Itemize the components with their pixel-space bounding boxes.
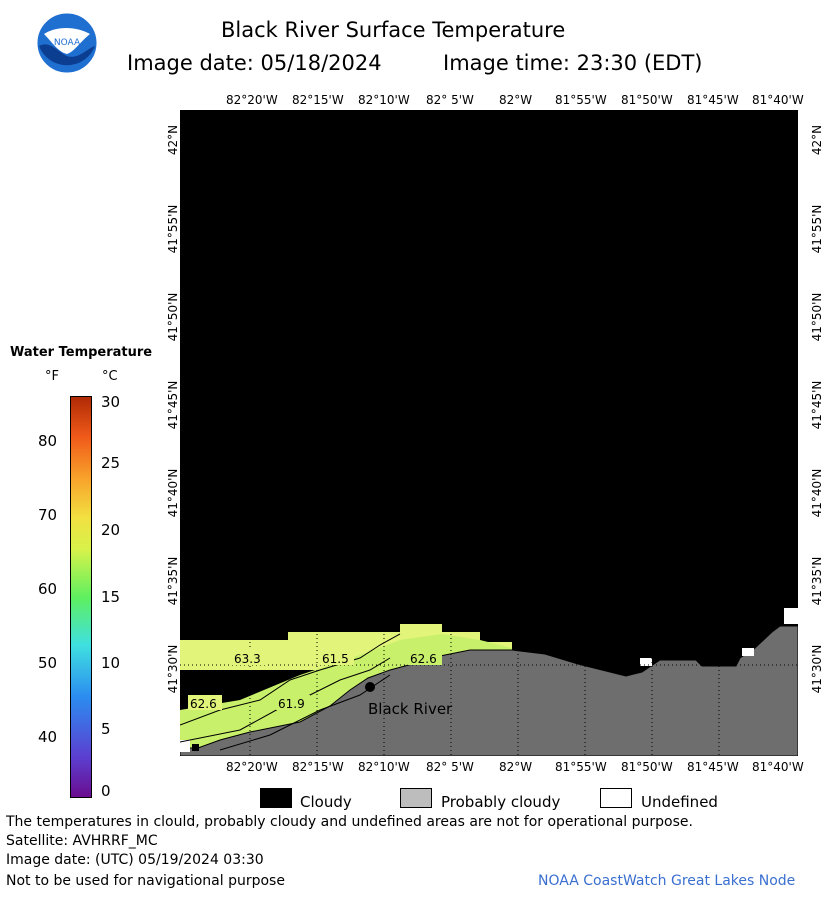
- footer-disclaimer: The temperatures in clould, probably clo…: [6, 814, 693, 830]
- lon-label: 82°15'W: [292, 760, 344, 774]
- c-tick: 20: [101, 521, 121, 539]
- lon-label: 82°10'W: [358, 93, 410, 107]
- f-tick: 40: [38, 728, 58, 746]
- colorbar: [70, 396, 92, 798]
- lat-label: 41°35'N: [166, 556, 180, 606]
- f-tick: 50: [38, 654, 58, 672]
- lat-label: 41°55'N: [166, 204, 180, 254]
- c-tick: 15: [101, 588, 121, 606]
- page-title: Black River Surface Temperature: [221, 18, 566, 42]
- lon-label: 81°50'W: [621, 93, 673, 107]
- lon-label: 81°45'W: [687, 760, 739, 774]
- c-tick: 5: [101, 720, 111, 738]
- lon-label: 82°W: [499, 760, 533, 774]
- legend-probably-cloudy-swatch: [400, 788, 432, 808]
- legend-cloudy-swatch: [260, 788, 292, 808]
- contour-label: 61.9: [278, 697, 305, 711]
- footer-satellite: Satellite: AVHRRF_MC: [6, 833, 158, 849]
- black-river-marker: [365, 682, 375, 692]
- place-label: Black River: [368, 700, 453, 718]
- contour-label: 63.3: [234, 652, 261, 666]
- legend-cloudy-label: Cloudy: [300, 793, 352, 811]
- map-svg: 63.3 61.5 62.6 62.6 61.9 Black River: [179, 110, 799, 757]
- lon-label: 81°40'W: [752, 760, 804, 774]
- undefined-patch: [180, 740, 190, 752]
- lon-label: 81°40'W: [752, 93, 804, 107]
- image-date: Image date: 05/18/2024: [127, 51, 382, 75]
- c-tick: 25: [101, 454, 121, 472]
- noaa-logo: NOAA: [36, 12, 98, 74]
- colorbar-title: Water Temperature: [10, 345, 153, 360]
- lat-label: 42°N: [810, 124, 824, 156]
- lat-label: 41°40'N: [810, 468, 824, 518]
- station-marker: [192, 744, 199, 751]
- lon-label: 82°20'W: [226, 93, 278, 107]
- lat-label: 41°50'N: [810, 292, 824, 342]
- legend-probably-cloudy-label: Probably cloudy: [441, 793, 561, 811]
- lat-label: 41°30'N: [810, 644, 824, 694]
- lon-label: 82° 5'W: [426, 760, 474, 774]
- lat-label: 41°45'N: [166, 380, 180, 430]
- c-tick: 10: [101, 654, 121, 672]
- lat-label: 42°N: [166, 124, 180, 156]
- contour-label: 62.6: [410, 652, 437, 666]
- footer-credit: NOAA CoastWatch Great Lakes Node: [538, 873, 796, 889]
- c-tick: 30: [101, 393, 121, 411]
- image-time: Image time: 23:30 (EDT): [443, 51, 703, 75]
- lat-label: 41°50'N: [166, 292, 180, 342]
- c-tick: 0: [101, 782, 111, 800]
- legend-undefined-label: Undefined: [641, 793, 718, 811]
- lon-label: 81°55'W: [555, 93, 607, 107]
- lon-label: 81°45'W: [687, 93, 739, 107]
- lon-label: 82°W: [499, 93, 533, 107]
- lat-label: 41°45'N: [810, 380, 824, 430]
- legend-undefined-swatch: [600, 788, 632, 808]
- footer-nav-warning: Not to be used for navigational purpose: [6, 873, 285, 889]
- footer-utc-date: Image date: (UTC) 05/19/2024 03:30: [6, 852, 264, 868]
- noaa-logo-icon: NOAA: [36, 12, 98, 74]
- f-tick: 70: [38, 506, 58, 524]
- lat-label: 41°40'N: [166, 468, 180, 518]
- lat-label: 41°35'N: [810, 556, 824, 606]
- temperature-map: 63.3 61.5 62.6 62.6 61.9 Black River: [179, 110, 799, 757]
- colorbar-unit-f: °F: [45, 369, 59, 384]
- undefined-patch: [640, 658, 652, 666]
- undefined-patch: [742, 648, 754, 656]
- colorbar-unit-c: °C: [102, 369, 118, 384]
- svg-text:NOAA: NOAA: [54, 38, 81, 48]
- lon-label: 82°20'W: [226, 760, 278, 774]
- lat-label: 41°55'N: [810, 204, 824, 254]
- lon-label: 82°10'W: [358, 760, 410, 774]
- contour-label: 62.6: [190, 697, 217, 711]
- undefined-patch: [784, 608, 798, 624]
- lon-label: 81°50'W: [621, 760, 673, 774]
- lon-label: 82° 5'W: [426, 93, 474, 107]
- contour-label: 61.5: [322, 652, 349, 666]
- f-tick: 80: [38, 432, 58, 450]
- lon-label: 82°15'W: [292, 93, 344, 107]
- f-tick: 60: [38, 580, 58, 598]
- lon-label: 81°55'W: [555, 760, 607, 774]
- lat-label: 41°30'N: [166, 644, 180, 694]
